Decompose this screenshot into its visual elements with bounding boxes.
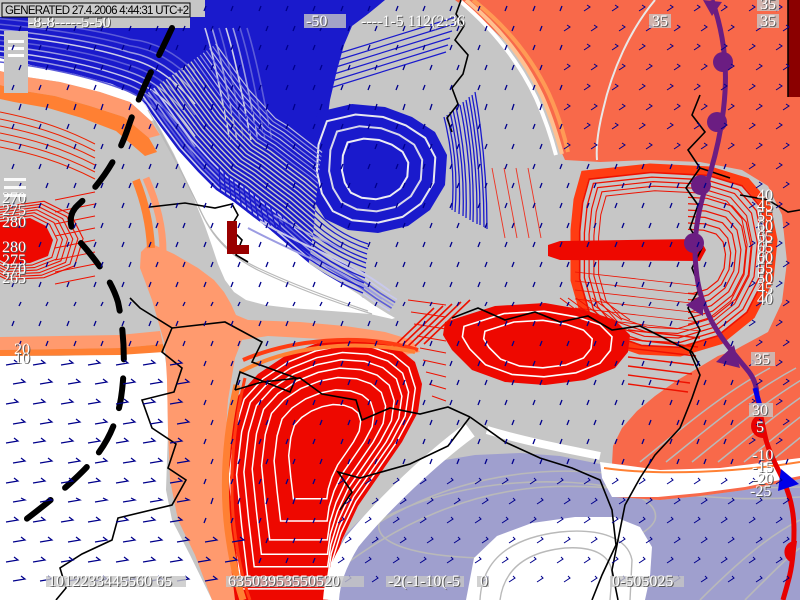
svg-text:65: 65 <box>758 230 774 247</box>
svg-text:-25: -25 <box>750 483 771 500</box>
svg-text:45: 45 <box>758 282 774 299</box>
svg-text:265: 265 <box>3 271 27 288</box>
svg-text:35: 35 <box>760 13 776 30</box>
svg-text:30: 30 <box>752 402 768 419</box>
svg-text:-20: -20 <box>752 471 773 488</box>
svg-text:GENERATED 27.4.2006 4:44:31 UT: GENERATED 27.4.2006 4:44:31 UTC+2 <box>5 5 189 17</box>
svg-text:280: 280 <box>2 239 26 256</box>
svg-text:1012233445560 65: 1012233445560 65 <box>49 574 173 591</box>
svg-text:270: 270 <box>2 261 26 278</box>
svg-text:60: 60 <box>758 250 774 267</box>
svg-text:10: 10 <box>14 350 30 367</box>
svg-text:45: 45 <box>757 197 773 214</box>
svg-text:-8-8-----5-50: -8-8-----5-50 <box>28 14 111 31</box>
svg-text:275: 275 <box>3 203 27 220</box>
svg-text:-2(-1-10(-5: -2(-1-10(-5 <box>389 574 461 591</box>
svg-text:265: 265 <box>2 270 26 287</box>
svg-text:35: 35 <box>652 13 668 30</box>
svg-text:----1-5 112(2:36: ----1-5 112(2:36 <box>361 13 465 30</box>
svg-text:275: 275 <box>2 252 26 269</box>
svg-text:280: 280 <box>3 215 27 232</box>
svg-text:55: 55 <box>758 261 774 278</box>
svg-text:55: 55 <box>758 209 774 226</box>
svg-text:-50: -50 <box>307 14 328 31</box>
svg-text:0-505025: 0-505025 <box>612 573 673 590</box>
svg-text:35: 35 <box>761 0 777 14</box>
svg-text:0-505025: 0-505025 <box>613 574 674 591</box>
svg-text:50: 50 <box>758 271 774 288</box>
svg-text:-2(-1-10(-5: -2(-1-10(-5 <box>388 573 460 590</box>
svg-text:-15: -15 <box>752 459 773 476</box>
svg-text:35: 35 <box>761 14 777 31</box>
svg-text:-10: -10 <box>753 448 774 465</box>
svg-text:55: 55 <box>757 260 773 277</box>
svg-text:-10: -10 <box>752 447 773 464</box>
svg-text:35: 35 <box>754 351 770 368</box>
svg-text:5: 5 <box>756 419 764 436</box>
svg-text:0: 0 <box>480 573 488 590</box>
svg-text:-15: -15 <box>753 460 774 477</box>
svg-text:40: 40 <box>758 292 774 309</box>
svg-text:1012233445560 65: 1012233445560 65 <box>48 573 172 590</box>
svg-text:40: 40 <box>757 291 773 308</box>
svg-text:40: 40 <box>757 187 773 204</box>
svg-text:63503953550520: 63503953550520 <box>229 574 341 591</box>
svg-text:5: 5 <box>757 420 765 437</box>
svg-text:60: 60 <box>757 218 773 235</box>
svg-text:-8-8-----5-50: -8-8-----5-50 <box>29 15 112 32</box>
svg-text:275: 275 <box>3 253 27 270</box>
svg-text:30: 30 <box>753 403 769 420</box>
svg-text:-25: -25 <box>751 484 772 501</box>
svg-text:35: 35 <box>653 14 669 31</box>
svg-text:63503953550520: 63503953550520 <box>228 573 340 590</box>
svg-text:275: 275 <box>2 202 26 219</box>
svg-text:20: 20 <box>15 342 31 359</box>
svg-text:65: 65 <box>758 240 774 257</box>
svg-text:-50: -50 <box>306 13 327 30</box>
svg-text:45: 45 <box>758 198 774 215</box>
svg-text:-20: -20 <box>753 472 774 489</box>
svg-text:60: 60 <box>757 249 773 266</box>
svg-text:280: 280 <box>2 214 26 231</box>
svg-text:----1-5 112(2:36: ----1-5 112(2:36 <box>362 14 466 31</box>
svg-text:55: 55 <box>757 208 773 225</box>
svg-text:280: 280 <box>3 240 27 257</box>
svg-text:65: 65 <box>757 239 773 256</box>
svg-text:20: 20 <box>14 341 30 358</box>
svg-text:10: 10 <box>15 351 31 368</box>
svg-text:65: 65 <box>757 229 773 246</box>
svg-text:35: 35 <box>755 352 771 369</box>
svg-text:35: 35 <box>760 0 776 13</box>
svg-text:40: 40 <box>758 188 774 205</box>
svg-text:45: 45 <box>757 281 773 298</box>
svg-text:270: 270 <box>3 262 27 279</box>
svg-text:50: 50 <box>757 270 773 287</box>
svg-text:0: 0 <box>481 574 489 591</box>
svg-text:60: 60 <box>758 219 774 236</box>
